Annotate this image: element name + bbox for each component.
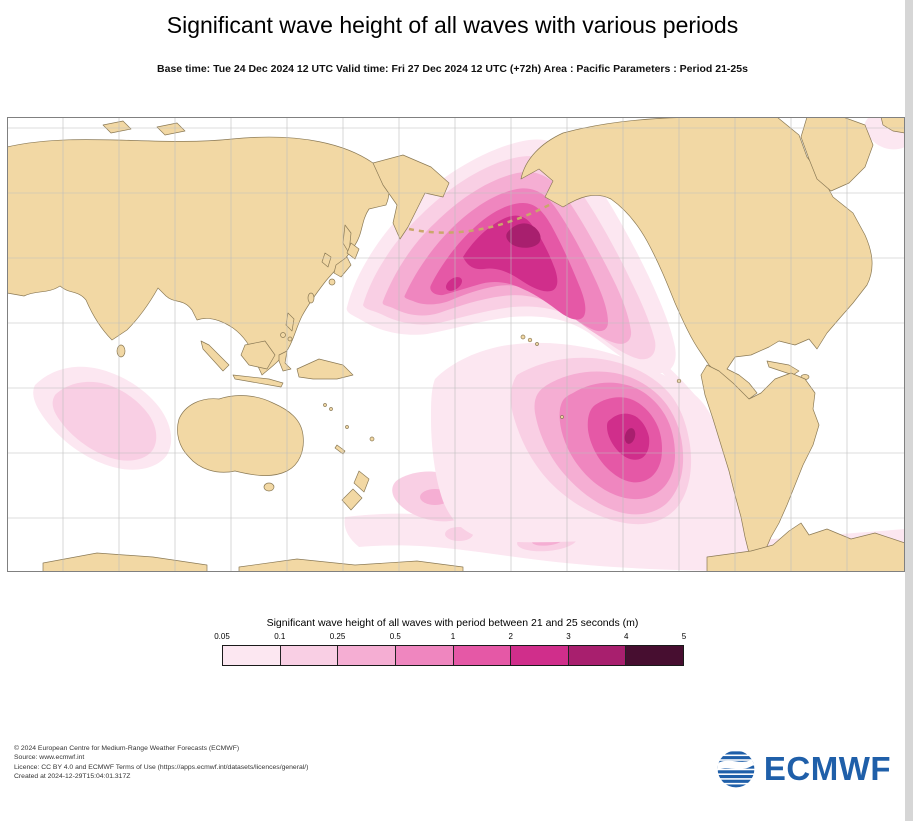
land-korea [321, 252, 332, 268]
colorbar-segment [510, 646, 568, 665]
page-title: Significant wave height of all waves wit… [166, 12, 739, 38]
map [7, 117, 905, 572]
land-new-guinea [296, 358, 354, 380]
land-chukotka-kamchatka [372, 154, 450, 240]
colorbar-segment [567, 646, 626, 665]
colorbar-bar [222, 645, 684, 666]
ecmwf-logo-icon [717, 751, 755, 788]
land-borneo [240, 340, 276, 370]
island-dot [535, 342, 539, 346]
land-australia [177, 395, 304, 476]
colorbar-segment [625, 646, 683, 665]
island-dot [369, 436, 375, 442]
island-dot [560, 415, 564, 419]
colorbar-tick-label: 0.05 [214, 632, 230, 641]
land-japan [346, 242, 360, 260]
island-dot [345, 425, 349, 429]
land-japan [328, 278, 336, 286]
land-japan [333, 256, 352, 278]
land-new-zealand [341, 488, 363, 511]
land-antarctica [706, 522, 905, 572]
land-arctic-islands [156, 122, 186, 136]
contour-region [624, 428, 636, 444]
island-dot [329, 407, 333, 411]
colorbar-segment [279, 646, 338, 665]
footer-line-copyright: © 2024 European Centre for Medium-Range … [14, 745, 240, 752]
land-taiwan [307, 292, 315, 304]
land-philippines [280, 332, 286, 338]
island-dot [527, 337, 533, 343]
page-edge-strip [905, 0, 913, 821]
land-ne-corner [880, 117, 905, 134]
land-arctic-islands [102, 120, 132, 134]
chart-subtitle: Base time: Tue 24 Dec 2024 12 UTC Valid … [157, 63, 748, 75]
land-greenland [800, 117, 874, 192]
colorbar-segment [337, 646, 395, 665]
legend-title: Significant wave height of all waves wit… [266, 617, 639, 629]
colorbar-segment [394, 646, 453, 665]
island-dot [520, 334, 526, 340]
contour-region [52, 381, 157, 461]
colorbar: 0.05 0.1 0.25 0.5 1 2 3 4 5 [214, 632, 687, 670]
land-srilanka [116, 344, 126, 358]
colorbar-ticks: 0.05 0.1 0.25 0.5 1 2 3 4 5 [214, 632, 687, 643]
land-eurasia [7, 136, 390, 376]
land-sumatra [200, 340, 230, 372]
colorbar-tick-label: 1 [450, 632, 456, 641]
colorbar-tick-label: 3 [566, 632, 571, 641]
ecmwf-logo: ECMWF [715, 748, 891, 790]
world-map-svg [7, 117, 905, 572]
land-new-zealand [353, 470, 370, 493]
footer: © 2024 European Centre for Medium-Range … [14, 744, 308, 782]
colorbar-tick-label: 0.5 [389, 632, 401, 641]
land-tasmania [263, 482, 275, 492]
land-philippines [287, 336, 293, 342]
colorbar-tick-label: 5 [681, 632, 687, 641]
footer-line-licence: Licence: CC BY 4.0 and ECMWF Terms of Us… [14, 763, 309, 771]
colorbar-tick-label: 2 [508, 632, 513, 641]
aleutian-islands [408, 201, 554, 234]
graticule [7, 117, 905, 572]
colorbar-tick-label: 4 [624, 632, 629, 641]
colorbar-segment [452, 646, 511, 665]
footer-line-source: Source: www.ecmwf.int [14, 754, 85, 762]
colorbar-segment [223, 646, 280, 665]
footer-line-created: Created at 2024-12-29T15:04:01.317Z [14, 773, 131, 781]
island-dot [323, 403, 327, 407]
land-antarctica [42, 552, 208, 572]
ecmwf-logo-text: ECMWF [763, 750, 891, 787]
map-frame [7, 117, 905, 572]
colorbar-tick-label: 0.1 [274, 632, 286, 641]
contour-region [506, 223, 541, 248]
contour-region [445, 277, 463, 291]
land-antarctica [238, 558, 464, 572]
land-philippines [285, 312, 295, 332]
land-java [232, 374, 284, 388]
colorbar-tick-label: 0.25 [329, 632, 346, 641]
